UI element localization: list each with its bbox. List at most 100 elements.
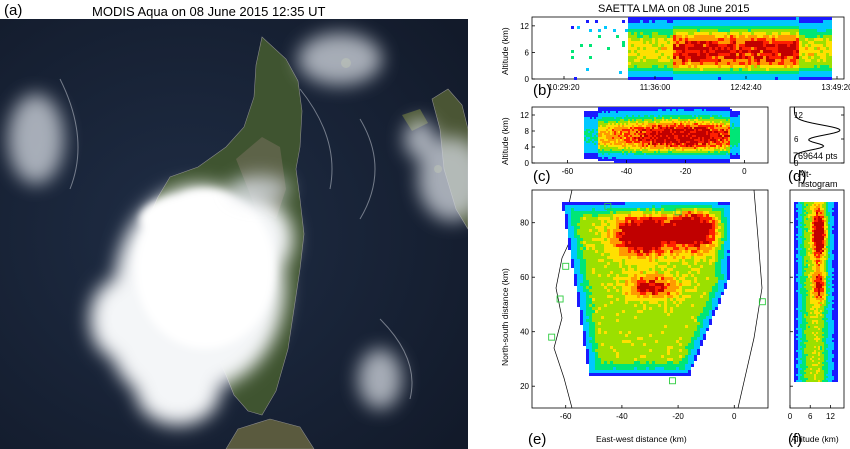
plot-c-density-cell xyxy=(728,153,730,155)
plot-b-density-cell xyxy=(802,47,805,50)
plot-c-density-cell xyxy=(722,111,724,113)
plot-b-density-cell xyxy=(766,44,769,47)
plot-e-density-cell xyxy=(700,235,703,238)
plot-c-density-cell xyxy=(672,117,674,119)
plot-e-density-cell xyxy=(649,259,652,262)
plot-c-density-cell xyxy=(612,149,614,151)
plot-e-density-cell xyxy=(607,238,610,241)
plot-e-density-cell xyxy=(646,229,649,232)
plot-b-density-cell xyxy=(634,65,637,68)
plot-c-density-cell xyxy=(736,147,738,149)
plot-c-density-cell xyxy=(716,107,718,109)
plot-c-density-cell xyxy=(610,153,612,155)
plot-b-density-cell xyxy=(775,65,778,68)
plot-c-density-cell xyxy=(714,137,716,139)
plot-c-density-cell xyxy=(632,143,634,145)
plot-c-density-cell xyxy=(654,139,656,141)
plot-c-density-cell xyxy=(638,121,640,123)
plot-b-density-cell xyxy=(811,47,814,50)
plot-c-density-cell xyxy=(688,115,690,117)
plot-e-density-cell xyxy=(637,259,640,262)
plot-c-density-cell xyxy=(604,147,606,149)
plot-b-density-cell xyxy=(700,74,703,77)
plot-b-density-cell xyxy=(754,26,757,29)
plot-e-density-cell xyxy=(580,238,583,241)
plot-e-density-cell xyxy=(649,265,652,268)
plot-c-density-cell xyxy=(664,151,666,153)
plot-e-density-cell xyxy=(712,235,715,238)
plot-c-density-cell xyxy=(710,115,712,117)
plot-b-density-cell xyxy=(622,20,625,23)
plot-e-density-cell xyxy=(724,253,727,256)
plot-b-density-cell xyxy=(769,77,772,80)
plot-e-density-cell xyxy=(688,265,691,268)
plot-c-density-cell xyxy=(700,123,702,125)
plot-c-density-cell xyxy=(608,117,610,119)
plot-c-density-cell xyxy=(688,127,690,129)
plot-c-density-cell xyxy=(630,145,632,147)
plot-b-density-cell xyxy=(649,35,652,38)
plot-e-density-cell xyxy=(646,211,649,214)
plot-e-density-cell xyxy=(661,220,664,223)
plot-e-density-cell xyxy=(649,211,652,214)
plot-c-density-cell xyxy=(608,141,610,143)
plot-c-density-cell xyxy=(630,153,632,155)
plot-c-density-cell xyxy=(656,127,658,129)
plot-b-density-cell xyxy=(793,74,796,77)
plot-c-density-cell xyxy=(712,129,714,131)
plot-e-density-cell xyxy=(586,220,589,223)
plot-c-density-cell xyxy=(688,161,690,163)
plot-c-density-cell xyxy=(614,133,616,135)
plot-b-density-cell xyxy=(814,74,817,77)
plot-c-density-cell xyxy=(708,157,710,159)
plot-b-density-cell xyxy=(829,17,832,20)
plot-c-density-cell xyxy=(684,117,686,119)
plot-e-density-cell xyxy=(646,250,649,253)
plot-e-density-cell xyxy=(670,244,673,247)
plot-b-density-cell xyxy=(730,77,733,80)
plot-e-density-cell xyxy=(634,217,637,220)
plot-e-density-cell xyxy=(643,214,646,217)
plot-e-density-cell xyxy=(721,244,724,247)
plot-c-density-cell xyxy=(648,115,650,117)
plot-e-density-cell xyxy=(652,247,655,250)
plot-e-density-cell xyxy=(673,238,676,241)
plot-b-density-cell xyxy=(685,56,688,59)
plot-e-density-cell xyxy=(664,256,667,259)
plot-c-density-cell xyxy=(724,153,726,155)
plot-c-density-cell xyxy=(684,147,686,149)
plot-c-density-cell xyxy=(706,131,708,133)
plot-b-density-cell xyxy=(805,17,808,20)
plot-c-density-cell xyxy=(660,155,662,157)
plot-c-density-cell xyxy=(650,151,652,153)
plot-c-density-cell xyxy=(636,147,638,149)
plot-e-density-cell xyxy=(655,265,658,268)
plot-c-density-cell xyxy=(686,109,688,111)
plot-e-density-cell xyxy=(712,253,715,256)
plot-e-density-cell xyxy=(610,211,613,214)
plot-c-density-cell xyxy=(586,111,588,113)
plot-b-density-cell xyxy=(748,41,751,44)
plot-c-density-cell xyxy=(688,107,690,109)
plot-e-density-cell xyxy=(592,217,595,220)
plot-c-density-cell xyxy=(680,117,682,119)
plot-b-density-cell xyxy=(760,20,763,23)
plot-c-density-cell xyxy=(718,125,720,127)
plot-c-density-cell xyxy=(666,137,668,139)
plot-c-density-cell xyxy=(602,109,604,111)
plot-c-density-cell xyxy=(624,149,626,151)
plot-c-density-cell xyxy=(692,145,694,147)
plot-e-density-cell xyxy=(706,274,709,277)
plot-e-density-cell xyxy=(589,247,592,250)
plot-e-density-cell xyxy=(595,229,598,232)
plot-b-density-cell xyxy=(778,20,781,23)
plot-e-density-cell xyxy=(637,208,640,211)
plot-c-density-cell xyxy=(664,137,666,139)
plot-e-density-cell xyxy=(592,253,595,256)
plot-b-density-cell xyxy=(649,47,652,50)
plot-c-density-cell xyxy=(676,123,678,125)
plot-b-density-cell xyxy=(688,53,691,56)
plot-c-density-cell xyxy=(610,155,612,157)
plot-c-density-cell xyxy=(688,119,690,121)
plot-c-density-cell xyxy=(646,137,648,139)
